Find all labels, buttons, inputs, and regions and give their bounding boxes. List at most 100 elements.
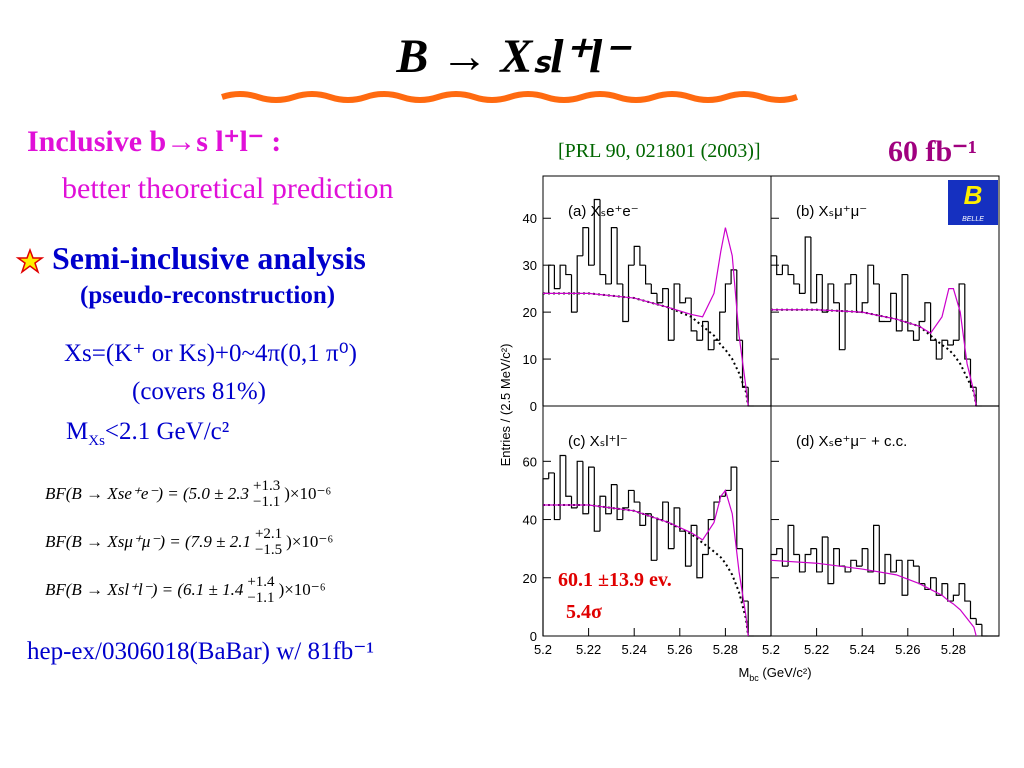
histogram-bin <box>810 548 817 555</box>
bf-formula: BF(B → Xsμ⁺μ⁻) = (7.9 ± 2.1 +2.1 −1.5)×10⁻… <box>45 526 333 558</box>
histogram-bin <box>838 548 846 567</box>
histogram-bin <box>895 293 903 332</box>
histogram-bin <box>884 553 891 584</box>
histogram-bin <box>867 264 874 303</box>
histogram-bin <box>696 330 703 341</box>
histogram-bin <box>838 302 846 351</box>
histogram-bin <box>907 559 914 596</box>
histogram-bin <box>542 478 549 636</box>
histogram-bin <box>901 560 908 596</box>
histogram-bin <box>684 297 692 303</box>
bf-error-up: +1.4 <box>247 574 275 590</box>
background-curve <box>543 292 750 407</box>
histogram-bin <box>548 472 555 479</box>
panel-frame <box>770 405 1000 637</box>
x-tick-label: 5.24 <box>850 642 875 657</box>
histogram-bin <box>781 548 789 567</box>
histogram-bin <box>924 583 931 591</box>
histogram-bin <box>588 466 595 514</box>
histogram-bin <box>667 502 675 550</box>
histogram-bin <box>542 292 549 406</box>
histogram-bin <box>895 559 903 572</box>
bf-errors: +1.4 −1.1 <box>247 574 274 606</box>
histogram-bin <box>935 340 942 360</box>
histogram-bin <box>736 269 743 341</box>
histogram-bin <box>958 283 965 341</box>
histogram-bin <box>719 311 726 341</box>
histogram-bin <box>855 560 863 567</box>
histogram-bin <box>907 274 914 332</box>
y-axis-label: Entries / (2.5 MeV/c²) <box>498 344 513 467</box>
histogram-bin <box>969 359 977 388</box>
histogram-bin <box>707 518 714 555</box>
x-label-main: M <box>738 665 749 680</box>
histogram-bin <box>673 507 680 549</box>
belle-logo <box>948 180 998 225</box>
histogram-bin <box>890 554 897 573</box>
histogram-bin <box>930 302 937 341</box>
histogram-bin <box>804 236 811 294</box>
histogram-bin <box>605 274 612 285</box>
histogram-bin <box>878 283 885 323</box>
histogram-bin <box>770 255 777 406</box>
x-label-rest: (GeV/c²) <box>759 665 812 680</box>
histogram-bin <box>901 273 908 331</box>
fit-curve <box>543 227 749 407</box>
histogram-bin <box>633 490 640 503</box>
bf-lhs: BF(B → Xsμ⁺μ⁻) = (7.9 ± 2.1 <box>45 532 251 551</box>
histogram-bin <box>633 245 640 266</box>
histogram-bin <box>770 553 777 636</box>
x-tick-label: 5.28 <box>713 642 738 657</box>
histogram-bin <box>656 518 663 561</box>
histogram-bin <box>616 227 623 285</box>
histogram-bin <box>941 339 948 360</box>
histogram-bin <box>684 531 692 567</box>
histogram-bin <box>798 283 806 294</box>
histogram-bin <box>793 274 800 285</box>
histogram-bin <box>565 265 572 276</box>
histogram-bin <box>844 566 851 573</box>
histogram-bin <box>787 524 794 567</box>
bf-tail: )×10⁻⁶ <box>278 580 326 599</box>
bf-error-down: −1.1 <box>247 590 275 606</box>
histogram-bin <box>650 513 657 561</box>
fit-curve <box>771 288 977 407</box>
bf-lhs: BF(B → Xse⁺e⁻) = (5.0 ± 2.3 <box>45 484 249 503</box>
x-tick-label: 5.22 <box>576 642 601 657</box>
histogram-bin <box>576 255 583 313</box>
bf-errors: +1.3 −1.1 <box>253 478 280 510</box>
histogram-bin <box>696 525 703 579</box>
x-tick-label: 5.2 <box>762 642 780 657</box>
inclusive: Inclusive b→s l⁺l⁻ : <box>27 125 282 158</box>
histogram-bin <box>781 264 789 275</box>
background-curve <box>771 308 978 407</box>
histogram-bin <box>570 496 578 509</box>
histogram-bin <box>793 525 800 556</box>
histogram-bin <box>833 548 840 584</box>
y-tick-label: 0 <box>530 629 537 644</box>
babar-ref: hep-ex/0306018(BaBar) w/ 81fb⁻¹ <box>27 638 374 665</box>
histogram-bin <box>918 320 925 341</box>
histogram-bin <box>952 339 960 345</box>
histogram-bin <box>861 548 868 567</box>
histogram-bin <box>605 496 612 515</box>
xs-definition: Xs=(K⁺ or Ks)+0~4π(0,1 π⁰) <box>64 340 357 367</box>
x-tick-label: 5.26 <box>895 642 920 657</box>
histogram-bin <box>570 274 578 313</box>
histogram-bin <box>662 501 669 520</box>
bf-error-up: +1.3 <box>252 478 281 494</box>
x-tick-label: 5.26 <box>667 642 692 657</box>
fit-curve <box>543 489 749 637</box>
y-tick-label: 20 <box>523 305 537 320</box>
mxs-rest: <2.1 GeV/c² <box>104 418 230 445</box>
bf-error-down: −1.5 <box>254 542 283 558</box>
histogram-bin <box>559 454 566 520</box>
histogram-bin <box>816 548 823 573</box>
histogram-bin <box>787 265 794 276</box>
bf-formula: BF(B → Xse⁺e⁻) = (5.0 ± 2.3 +1.3 −1.1)×10⁻… <box>45 478 331 510</box>
histogram-bin <box>679 283 686 304</box>
histogram-bin <box>553 472 561 521</box>
histogram-bin <box>707 321 714 351</box>
